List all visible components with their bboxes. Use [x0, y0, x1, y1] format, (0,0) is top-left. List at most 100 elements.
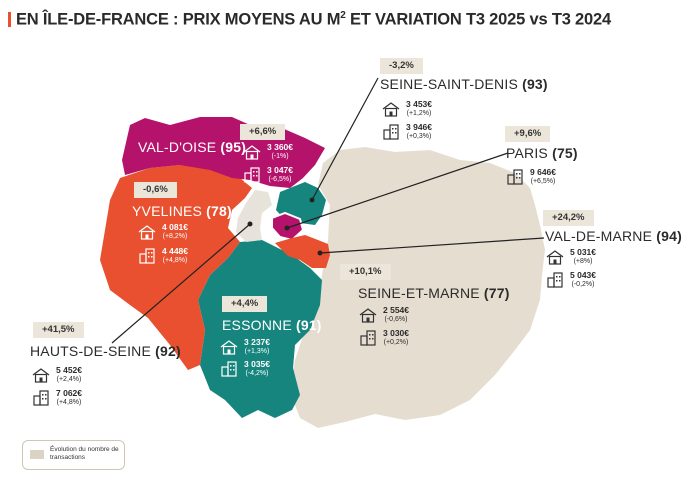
leader-dot-seine-saint-denis: [309, 197, 315, 203]
price-value: 5 043€: [570, 270, 596, 280]
dept-code: (91): [295, 317, 322, 333]
apartment-building-icon: [507, 169, 523, 185]
price-value: 3 453€: [406, 99, 432, 109]
leader-line-val-de-marne: [319, 237, 545, 254]
leader-line-paris: [286, 152, 509, 229]
variation-badge-seine-saint-denis: -3,2%: [380, 58, 423, 74]
apartment-building-icon: [33, 390, 49, 406]
price-value: 9 646€: [530, 167, 556, 177]
leader-dot-paris: [284, 225, 290, 231]
variation-badge-val-doise: +6,6%: [240, 124, 286, 140]
dept-code: (77): [483, 285, 510, 301]
price-value: 3 035€: [244, 359, 270, 369]
price-change: (-1%): [271, 153, 289, 160]
apt-price-seine-et-marne: 3 030€ (+0,2%): [359, 329, 409, 347]
apartment-building-icon: [221, 361, 237, 377]
leader-dot-val-de-marne: [317, 250, 323, 256]
house-icon: [32, 368, 50, 383]
variation-badge-essonne: +4,4%: [222, 296, 268, 312]
variation-badge-seine-et-marne: +10,1%: [340, 264, 391, 280]
apt-price-val-doise: 3 047€ (-6,5%): [243, 166, 293, 184]
variation-badge-paris: +9,6%: [505, 126, 551, 142]
title-text-end: ET VARIATION T3 2025 vs T3 2024: [345, 10, 611, 29]
price-change: (+0,2%): [383, 339, 409, 346]
legend-swatch: [30, 450, 44, 459]
price-change: (-4,2%): [245, 370, 269, 377]
price-change: (+2,4%): [56, 376, 82, 383]
price-change: (-6,5%): [268, 176, 292, 183]
price-change: (+6,5%): [530, 178, 556, 185]
region-essonne[interactable]: [198, 240, 322, 418]
price-change: (+0,3%): [406, 133, 432, 140]
dept-name: SEINE-ET-MARNE: [358, 285, 480, 301]
apt-price-val-de-marne: 5 043€ (-0,2%): [546, 271, 596, 289]
house-icon: [138, 225, 156, 240]
dept-code: (95): [220, 139, 247, 155]
dept-label-seine-saint-denis: SEINE-SAINT-DENIS (93): [380, 76, 548, 92]
house-icon: [546, 250, 564, 265]
house-icon: [220, 340, 238, 355]
map-legend: Évolution du nombre de transactions: [22, 440, 125, 470]
apt-price-seine-saint-denis: 3 946€ (+0,3%): [382, 123, 432, 141]
dept-code: (94): [656, 228, 682, 244]
price-change: (+1,3%): [244, 348, 270, 355]
house-price-val-doise: 3 360€ (-1%): [243, 143, 293, 161]
variation-badge-val-de-marne: +24,2%: [543, 210, 594, 226]
price-value: 5 031€: [570, 247, 596, 257]
page-title: EN ÎLE-DE-FRANCE : PRIX MOYENS AU M2 ET …: [8, 10, 611, 30]
leader-dot-hauts-de-seine: [247, 221, 253, 227]
dept-code: (93): [522, 76, 548, 92]
house-price-hauts-de-seine: 5 452€ (+2,4%): [32, 366, 82, 384]
price-value: 5 452€: [56, 365, 82, 375]
price-value: 7 062€: [56, 388, 82, 398]
price-change: (+8%): [573, 258, 593, 265]
apt-price-paris: 9 646€ (+6,5%): [506, 168, 556, 186]
price-change: (+4,8%): [56, 399, 82, 406]
apt-price-essonne: 3 035€ (-4,2%): [220, 360, 270, 378]
legend-label: Évolution du nombre de transactions: [50, 446, 119, 461]
dept-label-hauts-de-seine: HAUTS-DE-SEINE (92): [30, 343, 181, 359]
apartment-building-icon: [244, 167, 260, 183]
house-price-val-de-marne: 5 031€ (+8%): [546, 248, 596, 266]
leader-line-hauts-de-seine: [111, 223, 251, 344]
dept-label-yvelines: YVELINES (78): [132, 203, 232, 219]
region-yvelines[interactable]: [100, 163, 252, 370]
region-seine-et-marne[interactable]: [290, 147, 545, 428]
dept-label-seine-et-marne: SEINE-ET-MARNE (77): [358, 285, 510, 301]
title-text: EN ÎLE-DE-FRANCE : PRIX MOYENS AU M: [16, 10, 341, 29]
house-price-seine-saint-denis: 3 453€ (+1,2%): [382, 100, 432, 118]
variation-badge-hauts-de-seine: +41,5%: [33, 322, 84, 338]
variation-badge-yvelines: -0,6%: [134, 182, 177, 198]
price-value: 3 030€: [383, 328, 409, 338]
house-icon: [243, 145, 261, 160]
apt-price-yvelines: 4 448€ (+4,8%): [138, 247, 188, 265]
dept-name: ESSONNE: [222, 317, 292, 333]
apartment-building-icon: [360, 330, 376, 346]
price-value: 3 237€: [244, 337, 270, 347]
dept-name: HAUTS-DE-SEINE: [30, 343, 152, 359]
house-icon: [382, 102, 400, 117]
price-value: 4 448€: [162, 246, 188, 256]
dept-label-paris: PARIS (75): [506, 145, 578, 161]
title-accent-bar: [8, 11, 11, 27]
price-change: (-0,2%): [571, 281, 595, 288]
dept-name: VAL-DE-MARNE: [545, 228, 653, 244]
dept-code: (78): [206, 203, 232, 219]
apt-price-hauts-de-seine: 7 062€ (+4,8%): [32, 389, 82, 407]
dept-code: (75): [552, 145, 578, 161]
title-superscript: 2: [340, 10, 346, 21]
house-price-yvelines: 4 081€ (+8,2%): [138, 223, 188, 241]
price-value: 4 081€: [162, 222, 188, 232]
leader-line-seine-saint-denis: [311, 77, 379, 201]
price-change: (+1,2%): [406, 110, 432, 117]
dept-name: YVELINES: [132, 203, 203, 219]
region-val-de-marne[interactable]: [275, 235, 330, 268]
dept-name: VAL-D'OISE: [138, 139, 217, 155]
price-change: (-0,6%): [384, 316, 408, 323]
dept-name: SEINE-SAINT-DENIS: [380, 76, 518, 92]
price-value: 2 554€: [383, 305, 409, 315]
apartment-building-icon: [547, 272, 563, 288]
dept-label-val-de-marne: VAL-DE-MARNE (94): [545, 228, 682, 244]
price-value: 3 047€: [267, 165, 293, 175]
